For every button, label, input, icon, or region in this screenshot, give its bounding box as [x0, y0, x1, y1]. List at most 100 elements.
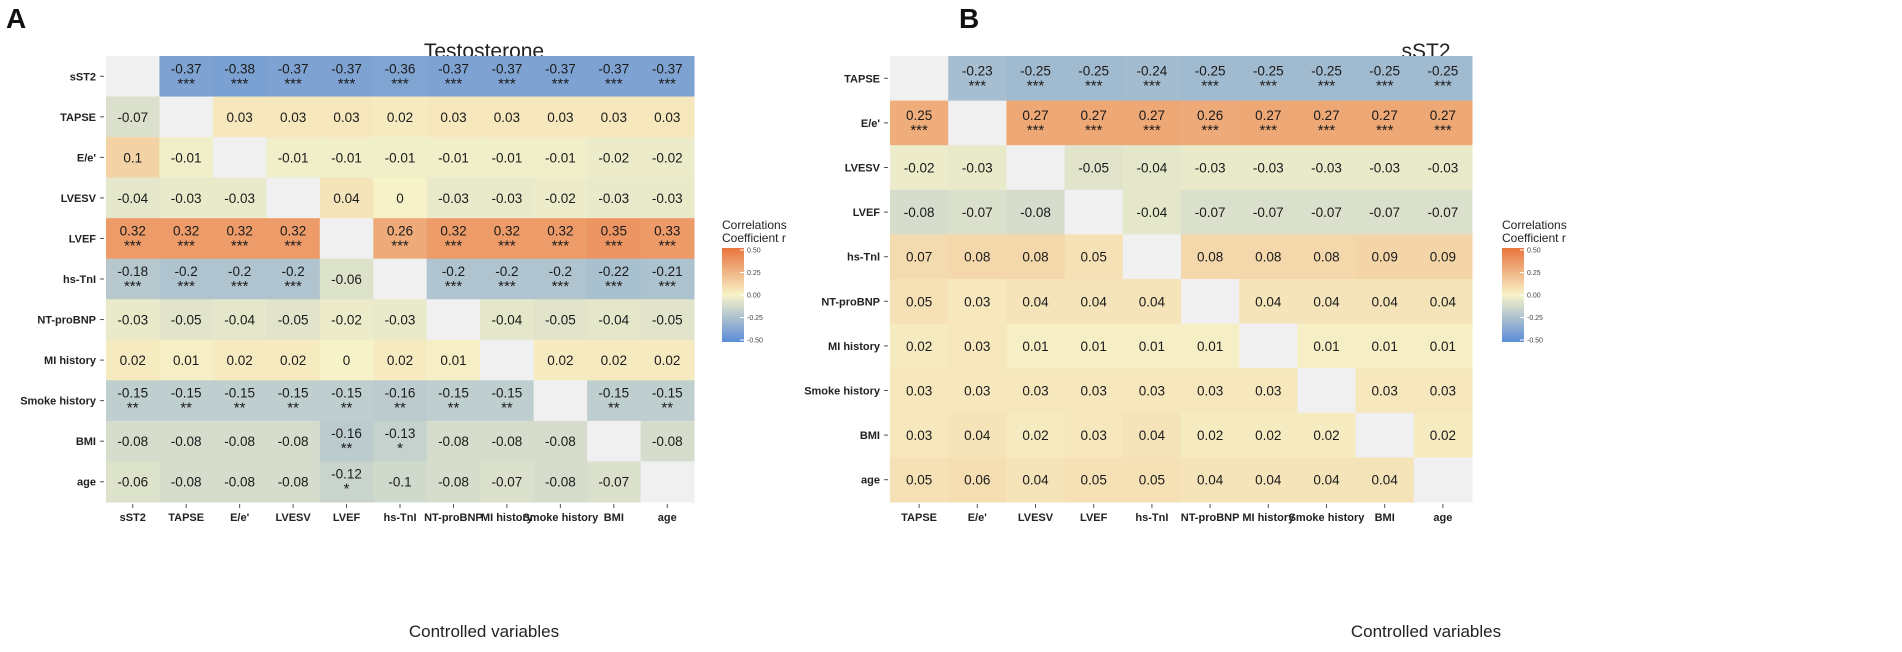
legend-tick-label: 0.00 [1527, 293, 1541, 300]
cell-value-label: -0.02 [331, 313, 362, 328]
cell-value-label: -0.04 [117, 191, 148, 206]
heatmap-cell [1064, 234, 1124, 280]
cell-value-label: 0.02 [387, 353, 413, 368]
heatmap-cell [106, 137, 160, 179]
cell-value-label: 0.04 [1313, 294, 1340, 309]
heatmap-cell [587, 96, 642, 138]
cell-value-label: -0.03 [1311, 161, 1342, 176]
heatmap-cell [480, 218, 535, 260]
heatmap-cell [890, 412, 949, 458]
heatmap-cell [640, 299, 695, 341]
heatmap-cell [426, 380, 481, 422]
heatmap-cell [1239, 234, 1298, 280]
heatmap-cell [1355, 56, 1415, 102]
heatmap-cell [1006, 189, 1066, 235]
heatmap-cell [890, 189, 949, 235]
cell-value-label: 0 [343, 353, 351, 368]
cell-value-label: 0.25 [906, 108, 932, 123]
legend-colorbar [1502, 248, 1524, 342]
cell-value-label: -0.04 [224, 313, 255, 328]
column-label: Smoke history [1289, 512, 1366, 524]
significance-stars: *** [1085, 77, 1103, 94]
legend-tick-label: 0.50 [747, 248, 761, 255]
heatmap-cell [1122, 189, 1182, 235]
heatmap-cell [426, 96, 481, 138]
significance-stars: *** [1260, 77, 1278, 94]
significance-stars: *** [1085, 122, 1103, 139]
heatmap-cell [948, 56, 1007, 102]
column-label: LVESV [275, 512, 311, 524]
row-label: age [77, 477, 96, 489]
cell-value-label: 0.27 [1313, 108, 1339, 123]
cell-value-label: 0.04 [1255, 294, 1282, 309]
cell-value-label: -0.03 [171, 191, 202, 206]
cell-value-label: 0.27 [1081, 108, 1107, 123]
panel-b-xlabel: Controlled variables [1351, 622, 1501, 641]
cell-value-label: -0.37 [492, 61, 523, 76]
heatmap-cell [533, 339, 588, 381]
heatmap-cell [948, 368, 1007, 414]
row-label: age [861, 475, 880, 487]
row-label: Smoke history [20, 396, 97, 408]
cell-value-label: -0.03 [962, 161, 993, 176]
heatmap-cell [587, 258, 642, 300]
significance-stars: *** [284, 237, 302, 254]
significance-stars: *** [177, 278, 195, 295]
significance-stars: *** [391, 237, 409, 254]
cell-value-label: 0.03 [1197, 384, 1223, 399]
cell-value-label: -0.08 [171, 475, 202, 490]
cell-value-label: 0.02 [547, 353, 573, 368]
cell-value-label: -0.03 [1253, 161, 1284, 176]
cell-value-label: 0.02 [226, 353, 252, 368]
cell-value-label: -0.07 [1369, 205, 1400, 220]
heatmap-cell [1297, 279, 1357, 325]
cell-value-label: 0.04 [1372, 473, 1399, 488]
cell-value-label: -0.08 [545, 475, 576, 490]
cell-value-label: -0.15 [331, 386, 362, 401]
cell-value-label: 0.02 [601, 353, 627, 368]
cell-value-label: -0.03 [117, 313, 148, 328]
heatmap-cell [1297, 368, 1357, 414]
heatmap-cell [266, 461, 321, 503]
cell-value-label: -0.37 [278, 61, 309, 76]
cell-value-label: 0.03 [547, 110, 573, 125]
heatmap-cell [1239, 279, 1298, 325]
heatmap-cell [1413, 368, 1473, 414]
cell-value-label: 0.01 [1081, 339, 1107, 354]
heatmap-cell [890, 323, 949, 369]
heatmap-cell [319, 299, 374, 341]
cell-value-label: -0.08 [545, 434, 576, 449]
cell-value-label: -0.2 [495, 264, 518, 279]
heatmap-cell [1413, 234, 1473, 280]
heatmap-cell [1297, 457, 1357, 503]
heatmap-cell [106, 177, 160, 219]
heatmap-cell [319, 96, 374, 138]
row-label: MI history [44, 355, 97, 367]
row-label: MI history [828, 341, 881, 353]
cell-value-label: 0.27 [1372, 108, 1398, 123]
column-label: BMI [1375, 512, 1395, 524]
cell-value-label: 0.35 [601, 223, 627, 238]
significance-stars: * [344, 481, 350, 498]
cell-value-label: 0.1 [123, 150, 142, 165]
heatmap-cell [1355, 323, 1415, 369]
heatmap-cell [426, 177, 481, 219]
heatmap-cell [1413, 323, 1473, 369]
legend-tick-label: 0.25 [1527, 270, 1541, 277]
heatmap-cell [106, 56, 160, 98]
cell-value-label: -0.01 [492, 150, 523, 165]
cell-value-label: 0.01 [440, 353, 466, 368]
cell-value-label: -0.03 [438, 191, 469, 206]
cell-value-label: -0.04 [492, 313, 523, 328]
heatmap-cell [1355, 234, 1415, 280]
heatmap-cell [373, 339, 428, 381]
heatmap-cell [1355, 145, 1415, 191]
heatmap-cell [1181, 189, 1240, 235]
significance-stars: *** [391, 75, 409, 92]
heatmap-cell [587, 420, 642, 462]
heatmap-cell [948, 234, 1007, 280]
heatmap-cell [1239, 368, 1298, 414]
heatmap-cell [1006, 100, 1066, 146]
cell-value-label: -0.15 [598, 386, 629, 401]
heatmap-cell [212, 299, 267, 341]
